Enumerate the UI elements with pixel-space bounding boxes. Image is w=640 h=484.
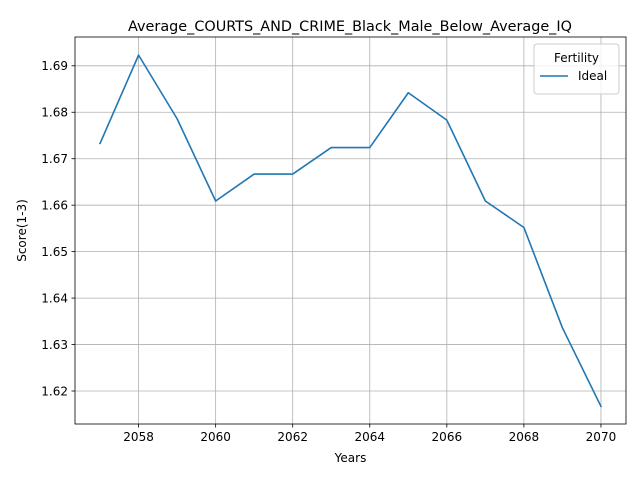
series-line-ideal xyxy=(98,54,603,408)
y-tick-label: 1.68 xyxy=(41,106,68,120)
x-tick-label: 2064 xyxy=(354,430,385,444)
legend-box xyxy=(533,43,620,95)
legend-title: Fertility xyxy=(554,51,599,65)
y-tick: 1.65 xyxy=(41,245,75,259)
legend: Fertility Ideal xyxy=(533,43,620,95)
x-tick: 2062 xyxy=(277,424,308,444)
y-tick: 1.67 xyxy=(41,152,75,166)
plot-frame xyxy=(74,36,627,425)
x-tick-label: 2068 xyxy=(509,430,540,444)
x-tick-label: 2070 xyxy=(586,430,617,444)
y-tick-label: 1.69 xyxy=(41,59,68,73)
x-tick-label: 2058 xyxy=(123,430,154,444)
legend-label-ideal: Ideal xyxy=(578,69,607,83)
y-tick-label: 1.62 xyxy=(41,384,68,398)
y-tick: 1.66 xyxy=(41,198,75,212)
y-tick: 1.68 xyxy=(41,106,75,120)
y-tick: 1.69 xyxy=(41,59,75,73)
y-axis: 1.62 1.63 1.64 1.65 1.66 1.67 1.68 1.69 xyxy=(41,59,75,398)
y-tick-label: 1.66 xyxy=(41,198,68,212)
y-tick-label: 1.67 xyxy=(41,152,68,166)
y-tick: 1.63 xyxy=(41,338,75,352)
chart-title: Average_COURTS_AND_CRIME_Black_Male_Belo… xyxy=(128,19,572,35)
x-tick: 2060 xyxy=(200,424,231,444)
x-tick-label: 2060 xyxy=(200,430,231,444)
x-tick: 2064 xyxy=(354,424,385,444)
x-tick: 2058 xyxy=(123,424,154,444)
x-tick: 2066 xyxy=(432,424,463,444)
y-tick-label: 1.64 xyxy=(41,291,68,305)
series-layer xyxy=(98,54,603,408)
x-axis-label: Years xyxy=(334,451,367,465)
y-tick: 1.62 xyxy=(41,384,75,398)
y-tick-label: 1.65 xyxy=(41,245,68,259)
x-tick: 2070 xyxy=(586,424,617,444)
x-tick: 2068 xyxy=(509,424,540,444)
y-axis-label: Score(1-3) xyxy=(15,199,29,262)
x-tick-label: 2066 xyxy=(432,430,463,444)
y-tick: 1.64 xyxy=(41,291,75,305)
x-tick-label: 2062 xyxy=(277,430,308,444)
x-axis: 2058 2060 2062 2064 2066 2068 2070 xyxy=(123,424,616,444)
y-tick-label: 1.63 xyxy=(41,338,68,352)
grid-lines xyxy=(75,37,626,424)
